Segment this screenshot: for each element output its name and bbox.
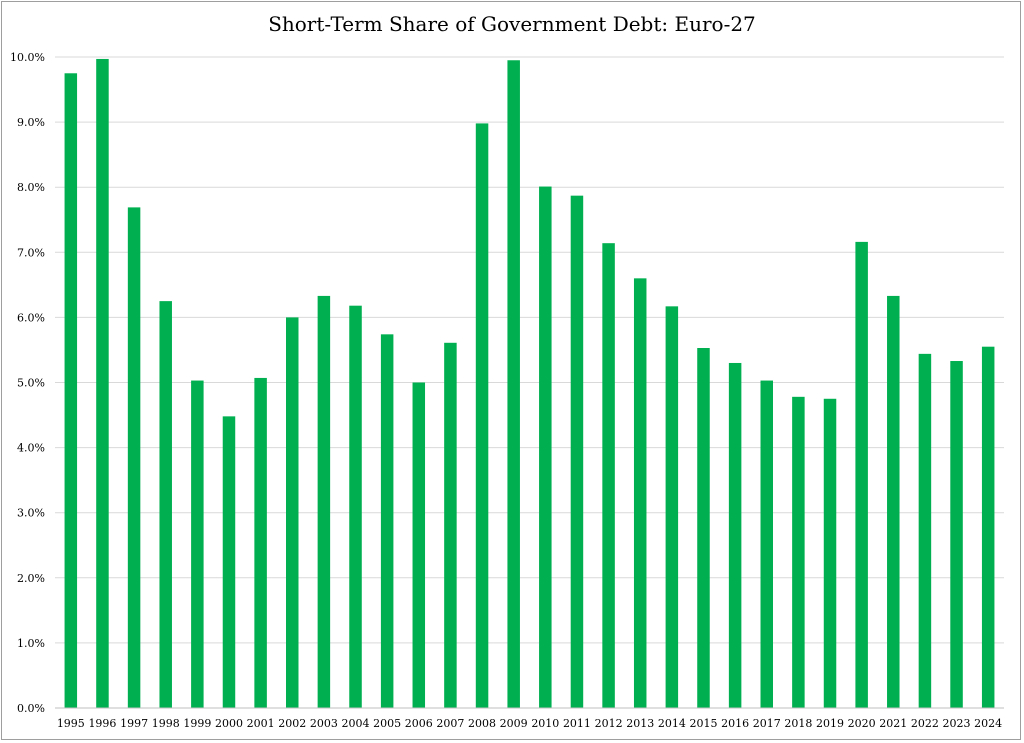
x-tick-label: 2017	[753, 717, 781, 730]
gridlines	[55, 56, 1004, 644]
y-tick-label: 2.0%	[17, 572, 45, 585]
y-axis-tick-labels: 0.0% 1.0% 2.0% 3.0% 4.0% 5.0% 6.0% 7.0% 8.0% 9.0%…	[10, 51, 45, 715]
bar-2024	[981, 346, 995, 708]
x-tick-label: 2023	[943, 717, 971, 730]
x-tick-label: 1999	[183, 717, 211, 730]
x-tick-label: 2020	[848, 717, 876, 730]
x-tick-label: 2019	[816, 717, 844, 730]
bar-2005	[380, 334, 394, 708]
bar-2016	[728, 362, 742, 708]
x-tick-label: 1995	[57, 717, 85, 730]
bar-2006	[412, 382, 426, 708]
x-tick-label: 2001	[247, 717, 275, 730]
bar-2023	[950, 361, 963, 708]
x-tick-label: 2002	[278, 717, 306, 730]
y-tick-label: 5.0%	[17, 377, 45, 390]
chart-title: Short-Term Share of Government Debt: Eur…	[268, 12, 756, 36]
y-tick-label: 10.0%	[10, 51, 45, 64]
x-tick-label: 2012	[595, 717, 623, 730]
x-tick-label: 2014	[658, 717, 686, 730]
bar-2022	[918, 353, 932, 708]
y-tick-label: 9.0%	[17, 116, 45, 129]
bar-2017	[760, 380, 773, 708]
x-tick-label: 2018	[784, 717, 812, 730]
x-tick-label: 2007	[436, 717, 464, 730]
y-tick-label: 4.0%	[17, 442, 45, 455]
x-tick-label: 2011	[563, 717, 591, 730]
bar-1997	[127, 207, 141, 709]
bar-2011	[570, 195, 584, 709]
y-tick-label: 3.0%	[17, 507, 45, 520]
x-tick-label: 2008	[468, 717, 496, 730]
bar-2013	[633, 278, 647, 708]
bar-2002	[286, 317, 299, 708]
x-tick-label: 1998	[152, 717, 180, 730]
x-tick-label: 2015	[689, 717, 717, 730]
bar-1998	[159, 301, 172, 708]
bar-2009	[507, 60, 520, 708]
x-tick-label: 2022	[911, 717, 939, 730]
bar-2000	[222, 416, 236, 708]
x-tick-label: 2024	[974, 717, 1002, 730]
bar-1996	[96, 58, 109, 708]
bar-2008	[475, 123, 489, 709]
y-tick-label: 7.0%	[17, 246, 45, 259]
y-tick-label: 8.0%	[17, 181, 45, 194]
bar-2014	[665, 306, 679, 708]
bar-2003	[317, 295, 331, 708]
x-tick-label: 2006	[405, 717, 433, 730]
x-tick-label: 1996	[88, 717, 116, 730]
y-tick-label: 6.0%	[17, 311, 45, 324]
bar-1995	[64, 73, 78, 708]
bar-2021	[887, 295, 900, 708]
x-tick-label: 2005	[373, 717, 401, 730]
bar-2015	[697, 347, 710, 708]
bar-2019	[823, 398, 837, 708]
x-tick-label: 2003	[310, 717, 338, 730]
bar-2012	[602, 243, 615, 708]
x-tick-label: 2021	[879, 717, 907, 730]
bar-2010	[539, 186, 552, 708]
x-tick-label: 2016	[721, 717, 749, 730]
x-tick-label: 2010	[531, 717, 559, 730]
bar-2020	[855, 241, 868, 708]
x-tick-label: 1997	[120, 717, 148, 730]
x-tick-label: 2013	[626, 717, 654, 730]
bar-2007	[444, 342, 457, 708]
bars	[64, 58, 995, 709]
x-tick-label: 2004	[342, 717, 370, 730]
x-tick-label: 2009	[500, 717, 528, 730]
bar-2004	[349, 305, 362, 708]
bar-1999	[191, 380, 204, 708]
bar-2018	[792, 396, 805, 708]
bar-2001	[254, 377, 267, 708]
x-tick-label: 2000	[215, 717, 243, 730]
y-tick-label: 0.0%	[17, 702, 45, 715]
x-axis-tick-labels: 1995 1996 1997 1998 1999 2000 2001 2002 2003 2004…	[57, 717, 1002, 730]
y-tick-label: 1.0%	[17, 637, 45, 650]
